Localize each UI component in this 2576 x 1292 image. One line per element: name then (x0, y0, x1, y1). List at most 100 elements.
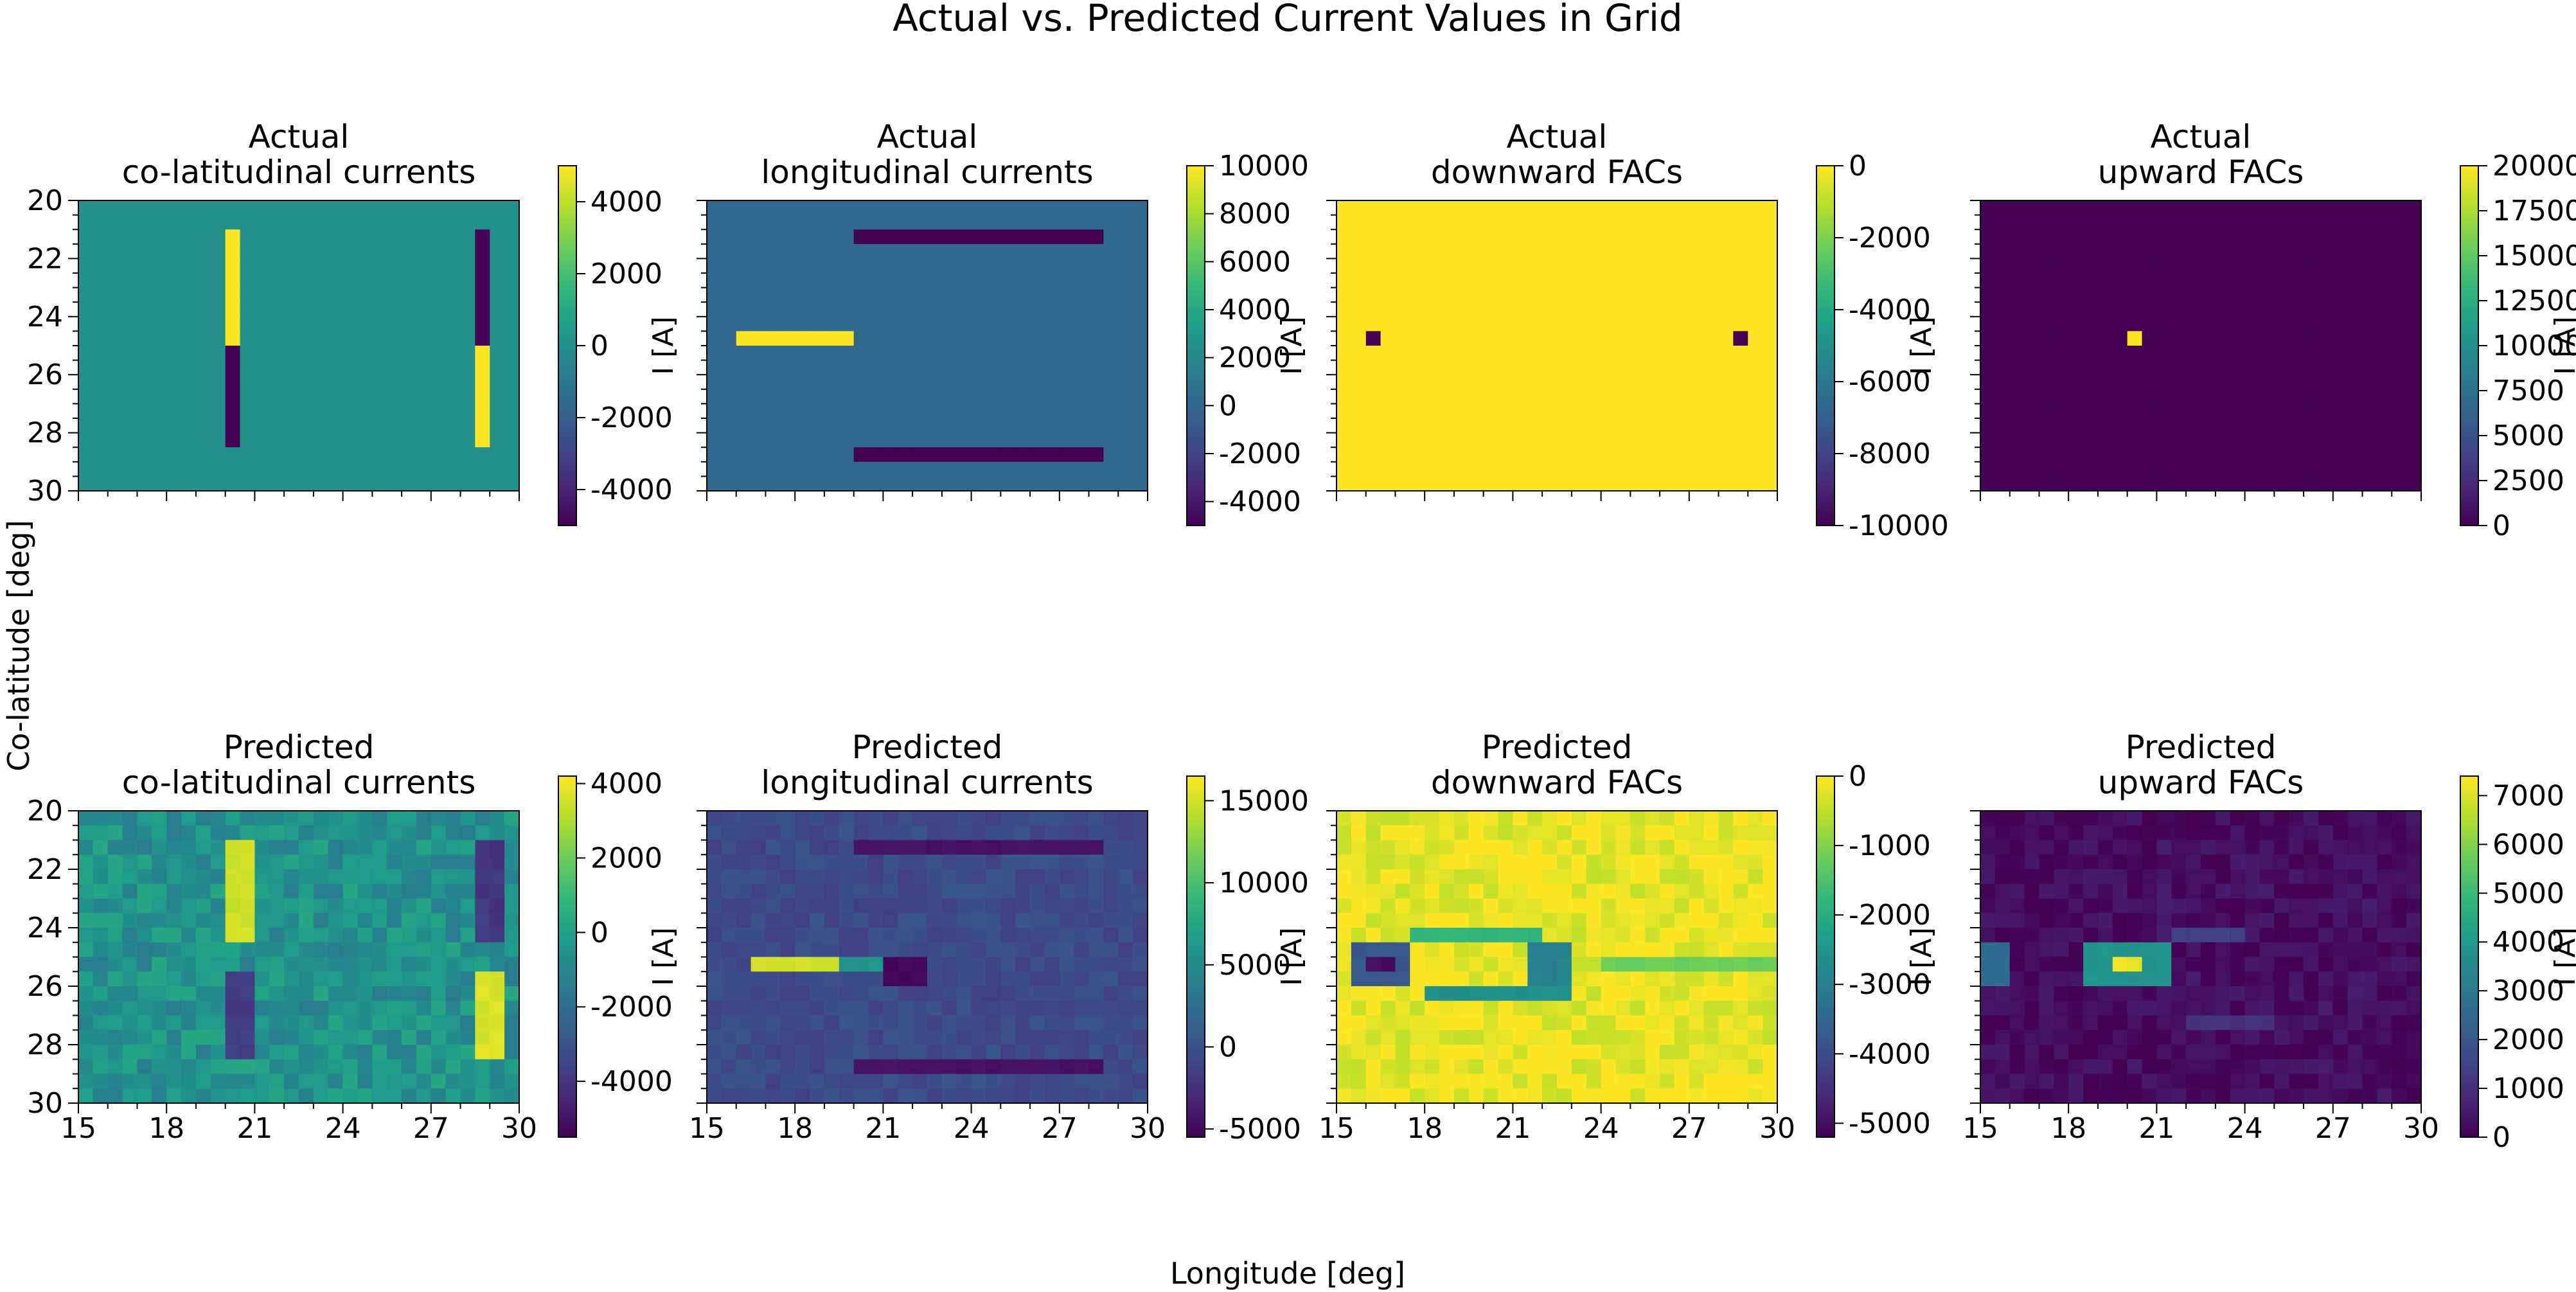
heatmap-cell (1059, 971, 1075, 987)
heatmap-cell (1980, 229, 1996, 245)
heatmap-cell (1395, 869, 1410, 885)
heatmap-cell (2127, 898, 2143, 914)
heatmap-cell (1980, 476, 1996, 491)
heatmap-cell (1074, 811, 1090, 826)
heatmap-cell (1733, 476, 1748, 491)
heatmap-cell (1468, 971, 1484, 987)
heatmap-cell (2304, 869, 2319, 885)
heatmap-cell (824, 928, 840, 943)
heatmap-cell (195, 825, 211, 841)
heatmap-cell (721, 229, 737, 245)
heatmap-cell (912, 476, 928, 491)
heatmap-cell (824, 432, 840, 448)
heatmap-cell (1630, 229, 1646, 245)
heatmap-cell (78, 971, 94, 987)
heatmap-cell (868, 928, 884, 943)
heatmap-cell (1498, 883, 1513, 899)
heatmap-cell (2009, 971, 2025, 987)
heatmap-cell (1542, 1059, 1558, 1075)
heatmap-cell (986, 1088, 1001, 1104)
heatmap-cell (1425, 825, 1440, 841)
heatmap-cell (2215, 302, 2231, 317)
heatmap-cell (2171, 825, 2187, 841)
heatmap-cell (1059, 898, 1075, 914)
heatmap-cell (137, 1000, 152, 1016)
heatmap-cell (765, 215, 781, 230)
panel-title-line2: downward FACs (1431, 154, 1683, 191)
heatmap-cell (1557, 360, 1572, 375)
heatmap-cell (1074, 942, 1090, 958)
heatmap-cell (986, 476, 1001, 491)
heatmap-cell (2274, 258, 2289, 274)
heatmap-cell (1542, 825, 1558, 841)
heatmap-cell (1337, 913, 1352, 928)
heatmap-cell (810, 229, 825, 245)
heatmap-cell (883, 1059, 898, 1075)
heatmap-cell (1088, 883, 1104, 899)
heatmap-cell (1074, 346, 1090, 361)
heatmap-cell (2289, 418, 2304, 434)
y-tick-label: 30 (27, 1087, 63, 1120)
heatmap-cell (107, 986, 123, 1002)
heatmap-cell (1044, 200, 1060, 216)
heatmap-cell (736, 403, 752, 419)
heatmap-cell (1030, 331, 1045, 346)
heatmap-cell (2230, 215, 2246, 230)
heatmap-cell (868, 461, 884, 477)
heatmap-cell (927, 461, 943, 477)
heatmap-cell (2156, 854, 2172, 870)
heatmap-cell (1498, 1045, 1513, 1060)
heatmap-cell (780, 854, 795, 870)
heatmap-cell (284, 942, 299, 958)
heatmap-cell (2244, 869, 2261, 885)
heatmap-cell (416, 883, 432, 899)
heatmap-cell (883, 811, 898, 826)
heatmap-cell (1513, 229, 1528, 245)
heatmap-cell (1000, 243, 1016, 259)
heatmap-cell (269, 1074, 285, 1089)
heatmap-cell (1468, 215, 1484, 230)
heatmap-cell (1586, 1000, 1602, 1016)
heatmap-cell (1030, 898, 1045, 914)
heatmap-cell (225, 447, 241, 463)
heatmap-cell (1410, 389, 1425, 404)
heatmap-cell (416, 1030, 432, 1045)
heatmap-cell (2112, 942, 2128, 958)
colorbar-tick-label: -4000 (1849, 294, 1931, 326)
heatmap-cell (137, 1030, 152, 1045)
heatmap-cell (1133, 811, 1148, 826)
heatmap-cell (824, 461, 840, 477)
heatmap-cell (2009, 287, 2025, 303)
heatmap-cell (1468, 360, 1484, 375)
heatmap-cell (1088, 913, 1104, 928)
heatmap-cell (2024, 229, 2040, 245)
heatmap-cell (1994, 869, 2011, 885)
heatmap-cell (460, 243, 475, 259)
heatmap-cell (2406, 215, 2422, 230)
heatmap-cell (986, 1030, 1001, 1045)
heatmap-cell (2304, 316, 2319, 332)
heatmap-cell (490, 258, 505, 274)
heatmap-cell (1994, 273, 2011, 288)
heatmap-cell (1425, 273, 1440, 288)
x-tick-label: 27 (1042, 1112, 1078, 1145)
heatmap-cell (342, 811, 359, 826)
heatmap-cell (2054, 316, 2069, 332)
heatmap-cell (2347, 229, 2363, 245)
heatmap-cell (1615, 811, 1631, 826)
heatmap-cell (1674, 1045, 1690, 1060)
heatmap-cell (284, 346, 299, 361)
heatmap-cell (225, 942, 241, 958)
heatmap-cell (210, 913, 226, 928)
heatmap-cell (2083, 243, 2099, 259)
heatmap-cell (93, 840, 109, 855)
heatmap-cell (956, 1088, 972, 1104)
heatmap-cell (195, 840, 211, 855)
heatmap-cell (1439, 1000, 1455, 1016)
heatmap-cell (1000, 360, 1016, 375)
heatmap-cell (328, 986, 344, 1002)
heatmap-cell (342, 461, 359, 477)
heatmap-cell (2156, 229, 2172, 245)
heatmap-cell (927, 1074, 943, 1089)
heatmap-cell (504, 229, 520, 245)
